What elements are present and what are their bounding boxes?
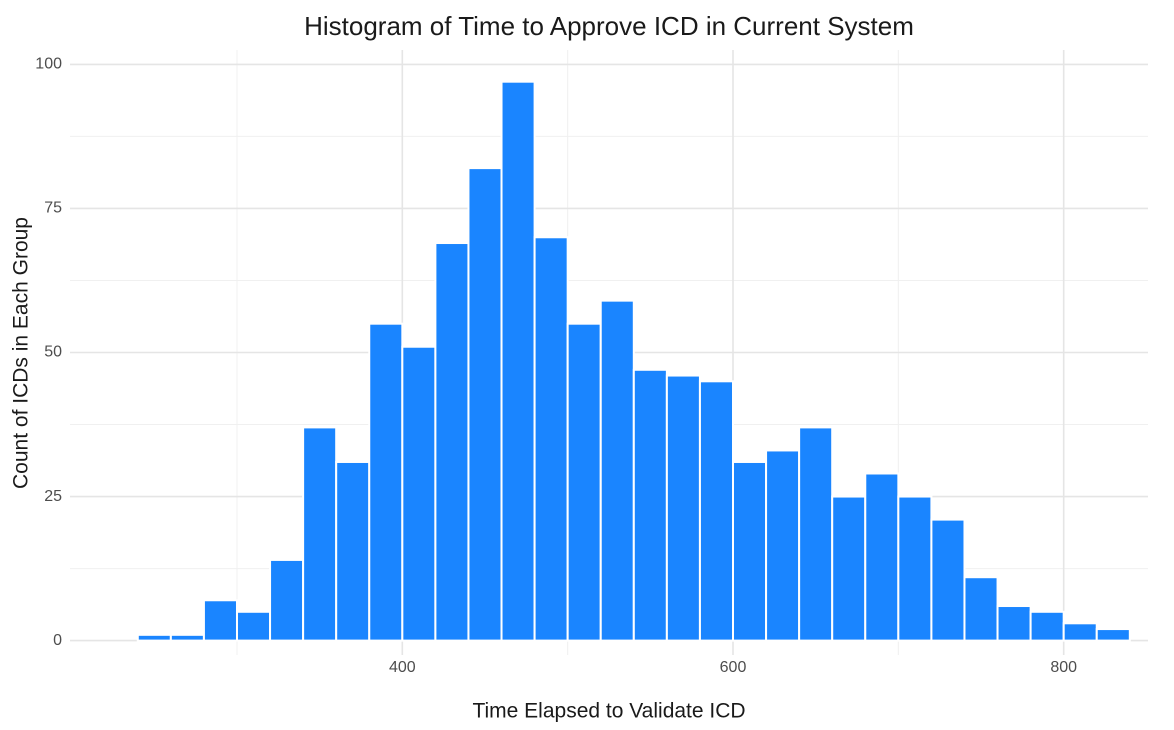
bar [698, 380, 735, 642]
bar [665, 374, 701, 642]
bar [467, 167, 503, 642]
bar [897, 495, 933, 642]
bar [302, 426, 338, 642]
bar [533, 236, 569, 642]
bar [732, 460, 768, 642]
bar [765, 449, 801, 642]
y-axis-title: Count of ICDs in Each Group [10, 217, 33, 489]
y-tick-label: 75 [44, 200, 62, 217]
bar [632, 368, 668, 642]
bar [930, 518, 966, 642]
bar [1062, 622, 1098, 642]
y-tick-label: 100 [35, 56, 62, 73]
bar [1095, 628, 1131, 642]
bar [136, 633, 172, 642]
y-tick-label: 25 [44, 488, 62, 505]
x-tick-label: 400 [389, 659, 416, 676]
bar [963, 576, 999, 642]
x-tick-label: 600 [720, 659, 747, 676]
bar [235, 610, 272, 642]
bar [831, 495, 867, 642]
bar [1029, 610, 1065, 642]
bar [798, 426, 834, 642]
bar [169, 633, 205, 642]
bar [401, 345, 437, 642]
chart-title: Histogram of Time to Approve ICD in Curr… [304, 11, 914, 41]
bar [202, 599, 238, 642]
y-tick-label: 0 [53, 632, 62, 649]
bar [500, 80, 536, 642]
bar [599, 299, 635, 642]
x-axis-title: Time Elapsed to Validate ICD [472, 700, 745, 723]
bar [996, 605, 1032, 642]
x-tick-label: 800 [1050, 659, 1077, 676]
bar [335, 460, 371, 642]
bar [368, 322, 404, 642]
y-tick-label: 50 [44, 344, 62, 361]
bar [269, 558, 305, 642]
bar [864, 472, 900, 642]
bar [566, 322, 602, 642]
bar [434, 242, 470, 642]
